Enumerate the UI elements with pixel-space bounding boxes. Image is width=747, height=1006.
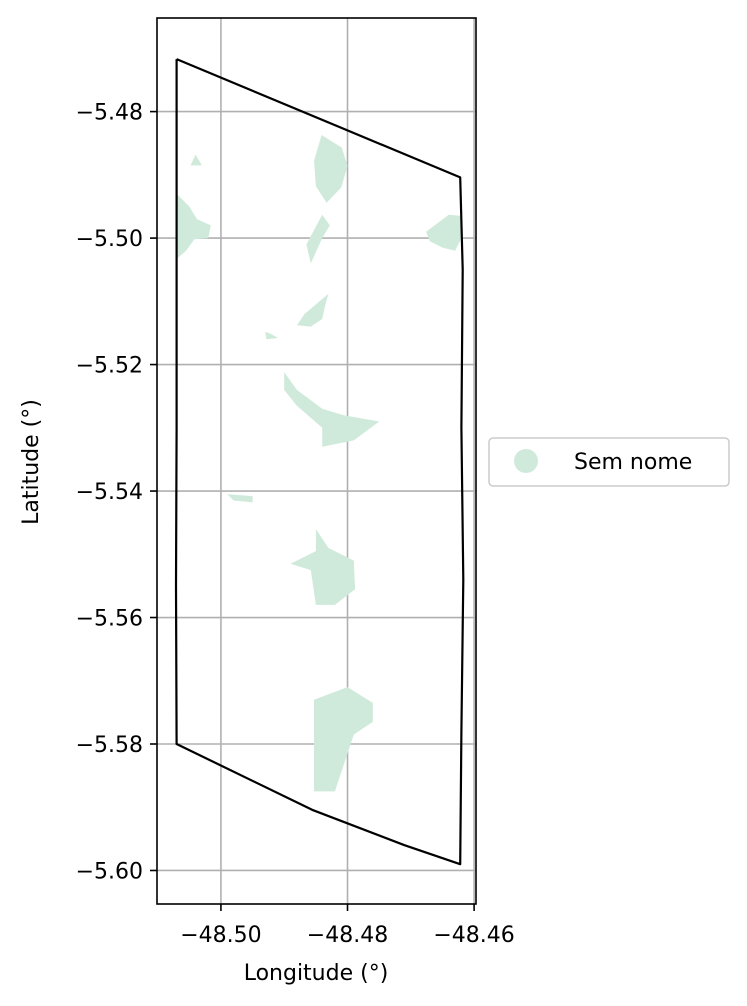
y-tick-label: −5.60 (76, 859, 143, 884)
y-tick-label: −5.56 (76, 607, 143, 632)
area-polygon (227, 494, 253, 503)
area-polygon (314, 687, 373, 792)
legend-label-sem-nome: Sem nome (574, 450, 692, 475)
area-polygon (426, 214, 462, 251)
x-axis-ticks: −48.50 −48.48 −48.46 (180, 904, 515, 948)
legend-marker-sem-nome (514, 449, 538, 473)
y-tick-label: −5.48 (76, 101, 143, 126)
y-axis-title: Latitude (°) (19, 399, 44, 525)
y-tick-label: −5.54 (76, 480, 143, 505)
area-polygon (296, 293, 329, 327)
legend-box (488, 437, 730, 487)
boundary-line (174, 58, 465, 866)
x-tick-label: −48.48 (307, 923, 388, 948)
area-polygon (314, 135, 348, 203)
area-polygon (190, 154, 202, 166)
x-tick-label: −48.46 (433, 923, 514, 948)
area-polygon (306, 214, 330, 264)
x-tick-label: −48.50 (180, 923, 261, 948)
plot-area (156, 17, 477, 905)
area-polygon (290, 529, 356, 605)
mapped-areas (176, 135, 462, 792)
y-tick-label: −5.52 (76, 354, 143, 379)
gridlines (157, 18, 476, 904)
boundary-outline (174, 58, 465, 866)
legend: Sem nome (488, 437, 730, 487)
y-tick-label: −5.50 (76, 227, 143, 252)
area-polygon (284, 372, 380, 447)
y-axis-ticks: −5.48 −5.50 −5.52 −5.54 −5.56 −5.58 −5.60 (76, 101, 157, 884)
plot-frame (156, 17, 477, 905)
area-polygon (265, 331, 278, 340)
y-tick-label: −5.58 (76, 733, 143, 758)
x-axis-title: Longitude (°) (244, 961, 389, 986)
area-polygon (176, 193, 211, 259)
